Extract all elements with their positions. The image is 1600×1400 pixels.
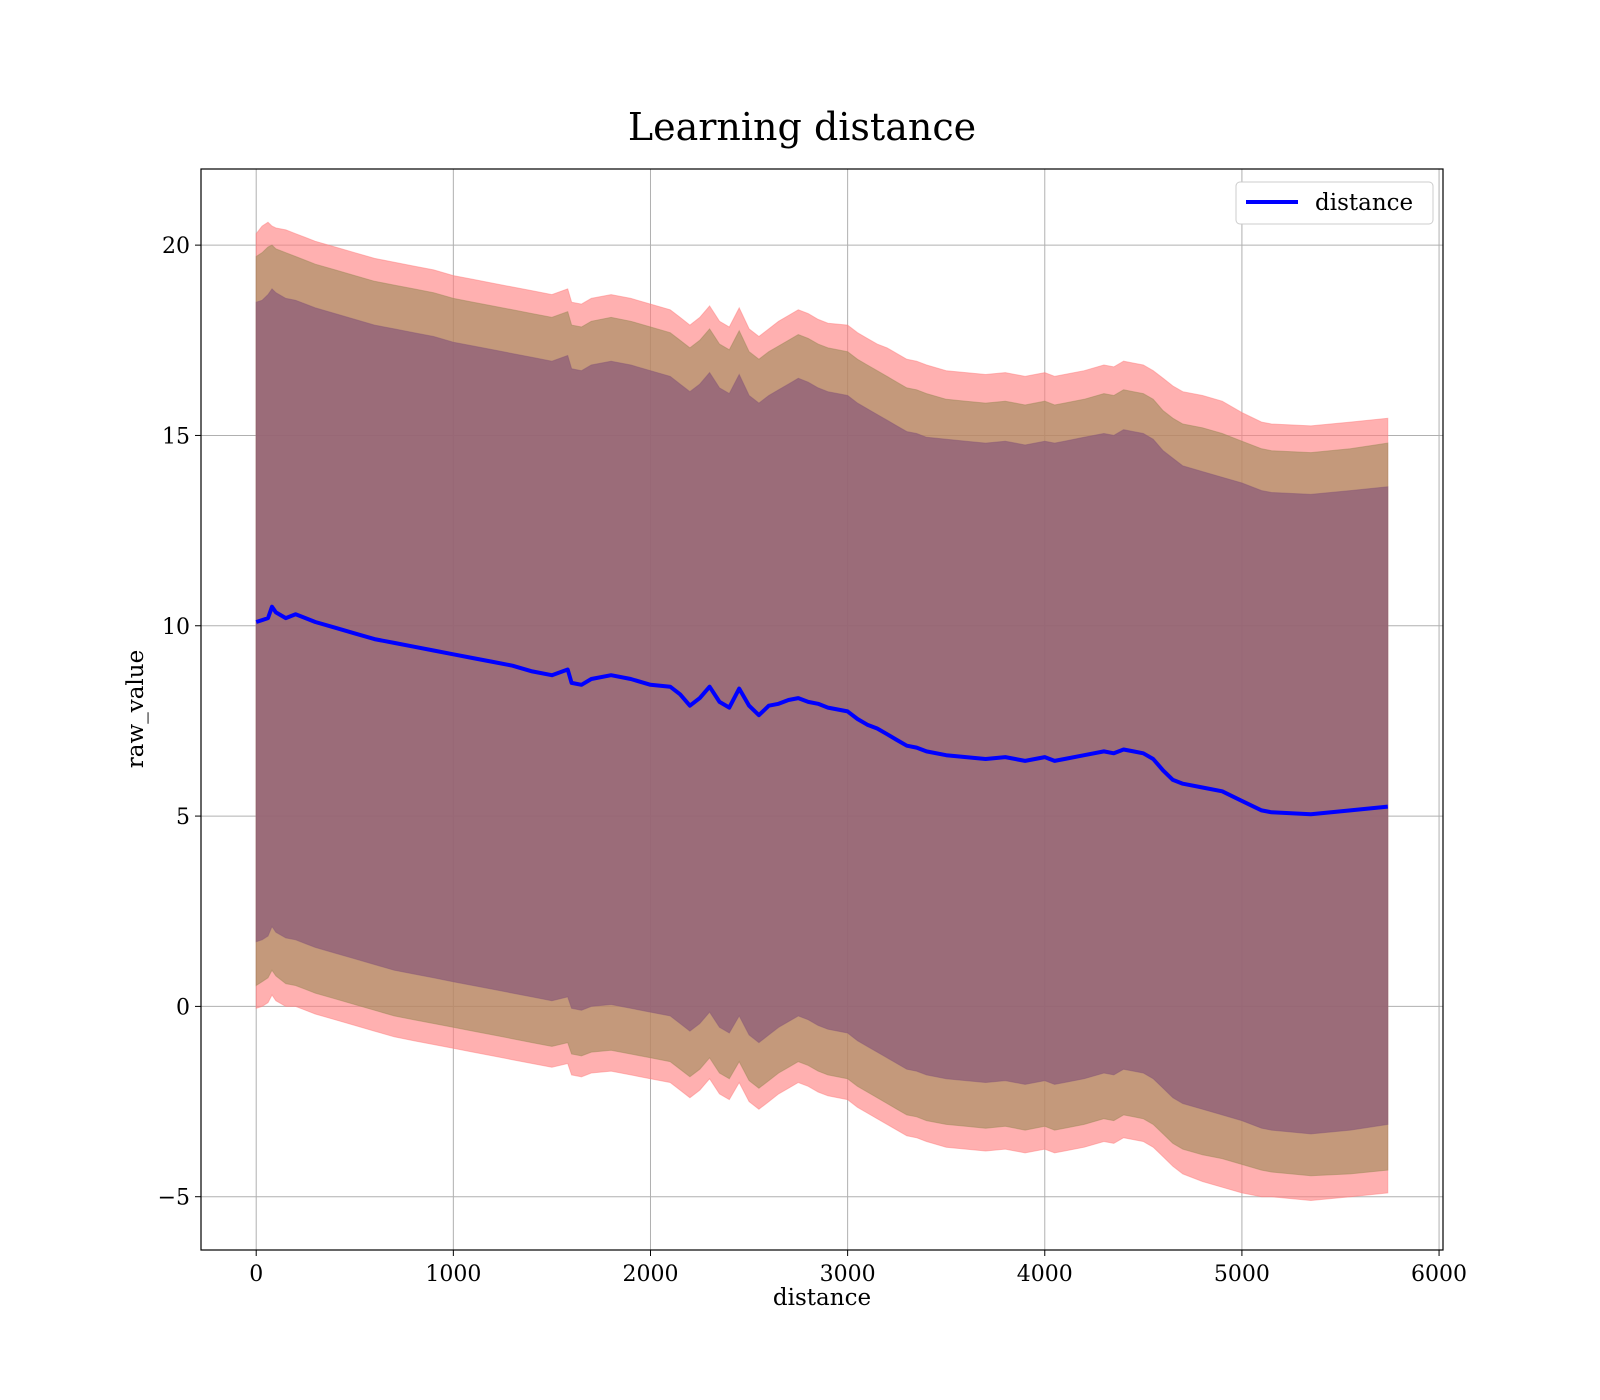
x-tick-label: 3000 <box>820 1262 876 1287</box>
x-tick-label: 5000 <box>1214 1262 1270 1287</box>
x-axis-ticks: 0 1000 2000 3000 4000 5000 6000 <box>249 1250 1467 1287</box>
chart-title: Learning distance <box>628 105 976 149</box>
y-tick-label: 0 <box>176 995 190 1020</box>
y-tick-label: −5 <box>158 1186 190 1211</box>
x-tick-label: 6000 <box>1411 1262 1467 1287</box>
x-tick-label: 2000 <box>622 1262 678 1287</box>
y-axis-label: raw_value <box>123 650 149 768</box>
x-tick-label: 0 <box>249 1262 263 1287</box>
plot-frame <box>200 168 1444 1251</box>
line-distance <box>255 604 1389 817</box>
series-layer <box>255 604 1389 817</box>
legend: distance <box>1235 181 1434 225</box>
y-tick-label: 20 <box>162 234 190 259</box>
y-axis-ticks: −5 0 5 10 15 20 <box>158 234 201 1211</box>
bands <box>255 221 1389 1202</box>
band-inner <box>255 288 1389 1135</box>
y-tick-label: 15 <box>162 424 190 449</box>
y-tick-label: 5 <box>176 805 190 830</box>
x-tick-label: 1000 <box>425 1262 481 1287</box>
legend-label-distance: distance <box>1315 190 1413 216</box>
x-axis-label: distance <box>773 1285 871 1311</box>
y-tick-label: 10 <box>162 615 190 640</box>
x-tick-label: 4000 <box>1017 1262 1073 1287</box>
legend-box <box>1235 181 1434 225</box>
